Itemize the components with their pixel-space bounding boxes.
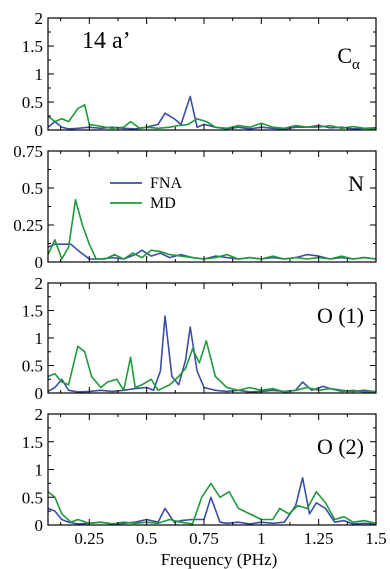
legend-label-fna: FNA — [150, 175, 182, 192]
panel-name-label: C — [337, 43, 352, 68]
y-tick-label: 0 — [35, 121, 44, 140]
y-tick-label: 0.5 — [22, 357, 43, 376]
panel-name-subscript: α — [352, 57, 360, 73]
series-line-md — [47, 482, 377, 525]
panel-2: 0 0.25 0.5 0.75 N FNA MD — [13, 142, 377, 272]
series-line-md — [47, 199, 377, 260]
legend-label-md: MD — [150, 195, 176, 212]
chart-panels: 0 0.5 1 1.5 2 C α 0 0.25 0.5 0.75 N FNA MD 0 0.5 1 1.5 2 O … — [13, 9, 386, 548]
corner-label: 14 a’ — [82, 28, 131, 54]
series-line-md — [47, 104, 377, 130]
panel-name-label: O (1) — [317, 303, 364, 328]
x-tick-label: 0.5 — [136, 529, 157, 548]
panel-4: 0 0.5 1 1.5 2 0.25 0.5 0.75 1 1.25 1.5 O (2) — [22, 405, 387, 548]
y-tick-label: 0.5 — [22, 488, 43, 507]
panel-name-label: O (2) — [317, 434, 364, 459]
y-tick-label: 0.5 — [22, 179, 43, 198]
panel-name-label: N — [348, 171, 364, 196]
x-axis-title: Frequency (PHz) — [161, 550, 278, 569]
panel-frame — [47, 150, 377, 263]
y-tick-label: 1.5 — [22, 433, 43, 452]
series-line-fna — [47, 243, 377, 260]
x-tick-label: 1.25 — [304, 529, 334, 548]
y-tick-label: 1 — [35, 461, 44, 480]
y-tick-label: 1 — [35, 329, 44, 348]
x-tick-label: 0.75 — [189, 529, 219, 548]
y-tick-label: 2 — [35, 9, 44, 28]
y-tick-label: 2 — [35, 274, 44, 293]
panel-frame — [47, 413, 377, 526]
y-tick-label: 0.25 — [13, 216, 43, 235]
y-tick-label: 1.5 — [22, 37, 43, 56]
panel-frame — [47, 282, 377, 394]
series-line-fna — [47, 95, 377, 130]
series-line-md — [47, 339, 377, 393]
y-tick-label: 1.5 — [22, 302, 43, 321]
x-tick-label: 0.25 — [74, 529, 104, 548]
y-tick-label: 1 — [35, 65, 44, 84]
y-tick-label: 0 — [35, 253, 44, 272]
panel-3: 0 0.5 1 1.5 2 O (1) — [22, 274, 377, 403]
panel-1: 0 0.5 1 1.5 2 C α — [22, 9, 377, 140]
y-tick-label: 0.5 — [22, 93, 43, 112]
y-tick-label: 2 — [35, 405, 44, 424]
x-tick-label: 1.5 — [365, 529, 386, 548]
y-tick-label: 0.75 — [13, 142, 43, 161]
y-tick-label: 0 — [35, 384, 44, 403]
x-tick-label: 1 — [257, 529, 266, 548]
y-tick-label: 0 — [35, 516, 44, 535]
